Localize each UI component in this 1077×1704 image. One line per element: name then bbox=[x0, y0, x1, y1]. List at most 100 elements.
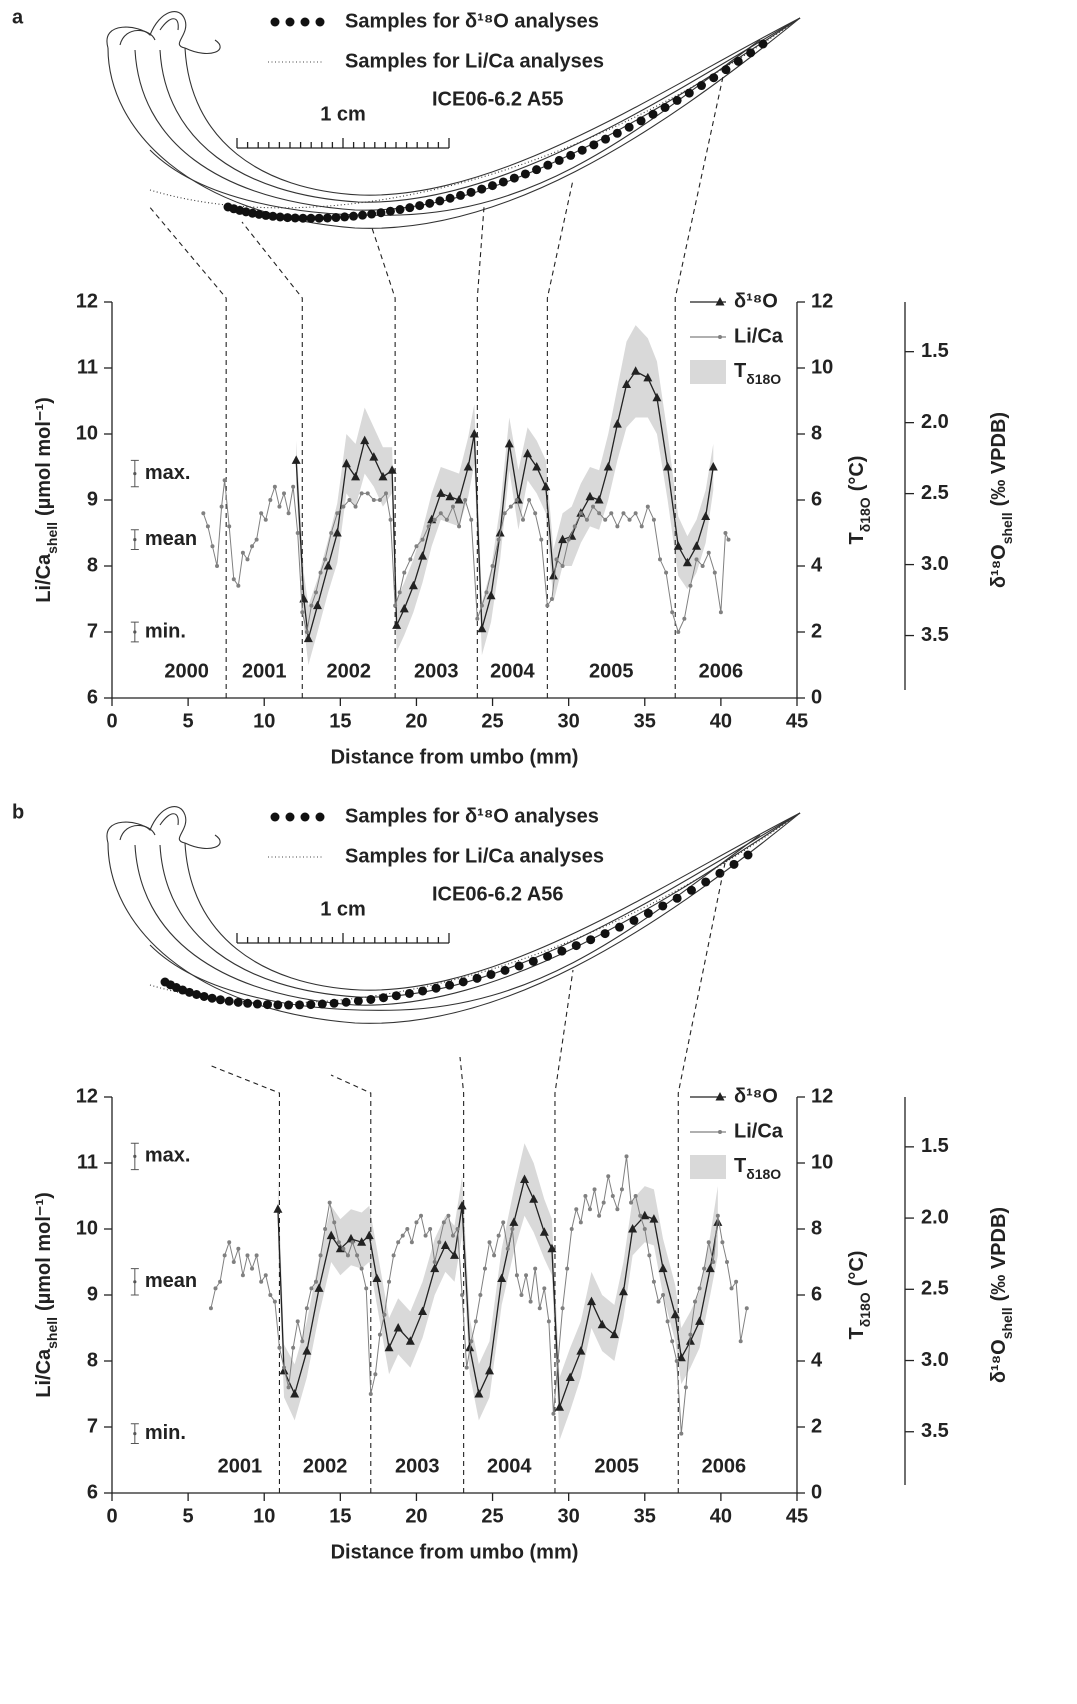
data-point bbox=[218, 1279, 223, 1284]
data-point bbox=[414, 1220, 419, 1225]
y3-axis-title: δ¹⁸Oshell (‰ VPDB) bbox=[988, 412, 1014, 588]
sample-dot bbox=[395, 205, 405, 215]
data-point bbox=[359, 491, 364, 496]
sample-dot bbox=[721, 65, 731, 75]
x-tick-label: 35 bbox=[634, 710, 656, 732]
sample-dot bbox=[215, 995, 225, 1005]
sample-dot bbox=[275, 212, 285, 222]
data-point bbox=[712, 570, 717, 575]
data-point bbox=[323, 557, 328, 562]
data-point bbox=[402, 570, 407, 575]
data-point bbox=[505, 1246, 510, 1251]
sample-dot bbox=[466, 187, 476, 197]
data-point bbox=[450, 1233, 455, 1238]
data-point bbox=[438, 511, 443, 516]
sample-dot bbox=[435, 196, 445, 206]
data-point bbox=[670, 1309, 680, 1319]
data-point bbox=[594, 495, 604, 504]
y2-tick-label: 2 bbox=[811, 1415, 822, 1437]
data-point bbox=[619, 1187, 624, 1192]
data-point bbox=[537, 1306, 542, 1311]
x-tick-label: 25 bbox=[481, 710, 503, 732]
sample-dot bbox=[571, 941, 581, 951]
data-point bbox=[396, 1240, 401, 1245]
sample-dot bbox=[520, 169, 530, 179]
data-point bbox=[601, 1200, 606, 1205]
sample-dot bbox=[252, 999, 262, 1009]
y2-tick-label: 8 bbox=[811, 422, 822, 444]
sample-dot bbox=[612, 128, 622, 138]
data-point bbox=[587, 1296, 596, 1306]
x-tick-label: 5 bbox=[183, 1505, 194, 1527]
y3-tick-label: 2.0 bbox=[921, 411, 949, 433]
y-tick-label: 6 bbox=[87, 686, 98, 708]
sample-dot bbox=[672, 95, 682, 105]
sample-legend: Samples for δ¹⁸O analyses bbox=[345, 805, 599, 827]
sample-dot bbox=[329, 998, 339, 1008]
data-point bbox=[259, 1279, 264, 1284]
data-point bbox=[464, 1365, 469, 1370]
x-tick-label: 40 bbox=[710, 1505, 732, 1527]
y-tick-label: 7 bbox=[87, 1415, 98, 1437]
data-point bbox=[592, 1187, 597, 1192]
data-point bbox=[597, 1319, 607, 1329]
data-point bbox=[661, 1293, 666, 1297]
data-point bbox=[597, 1213, 602, 1218]
data-point bbox=[541, 481, 551, 491]
data-point bbox=[245, 557, 250, 562]
data-point bbox=[420, 537, 425, 542]
data-point bbox=[405, 1336, 415, 1345]
data-point bbox=[685, 1336, 695, 1345]
sample-dot bbox=[331, 213, 341, 223]
sample-dot bbox=[247, 208, 257, 218]
sample-dot bbox=[353, 996, 363, 1006]
data-point bbox=[663, 462, 673, 471]
data-point bbox=[640, 1210, 650, 1220]
data-point bbox=[676, 630, 681, 634]
data-point bbox=[432, 1260, 437, 1264]
data-point bbox=[419, 1213, 424, 1218]
data-point bbox=[286, 511, 291, 516]
data-point bbox=[693, 1299, 698, 1304]
data-point bbox=[300, 1339, 305, 1344]
data-point bbox=[208, 1306, 213, 1311]
data-point bbox=[485, 1365, 495, 1375]
x-tick-label: 25 bbox=[481, 1505, 503, 1527]
data-point bbox=[688, 1332, 693, 1337]
sample-dot bbox=[261, 210, 271, 220]
legend-dot bbox=[315, 812, 325, 822]
y3-axis-title-symbol: δ¹⁸O bbox=[988, 544, 1010, 588]
y2-axis-title: Tδ18O (°C) bbox=[846, 1251, 872, 1340]
data-point bbox=[313, 590, 318, 595]
legend-label: Tδ18O bbox=[734, 1155, 781, 1181]
data-point bbox=[457, 1200, 467, 1210]
data-point bbox=[282, 491, 287, 496]
data-point bbox=[313, 600, 322, 610]
data-point bbox=[210, 544, 215, 549]
legend-label: Li/Ca bbox=[734, 325, 784, 347]
data-point bbox=[664, 570, 669, 575]
year-boundary bbox=[208, 1064, 280, 1493]
year-boundary bbox=[677, 862, 726, 1493]
data-point bbox=[665, 1319, 670, 1324]
year-boundary bbox=[459, 1056, 465, 1493]
data-point bbox=[371, 498, 376, 502]
year-label: 2004 bbox=[487, 1455, 532, 1477]
y3-tick-label: 1.5 bbox=[921, 1135, 949, 1157]
sample-dot bbox=[184, 987, 194, 997]
data-point bbox=[692, 541, 702, 550]
data-point bbox=[578, 1220, 583, 1225]
x-tick-label: 45 bbox=[786, 710, 808, 732]
data-point bbox=[697, 1286, 702, 1291]
data-point bbox=[656, 1299, 661, 1304]
y2-axis-title: Tδ18O (°C) bbox=[846, 456, 872, 545]
data-point bbox=[615, 524, 620, 529]
sample-dot bbox=[357, 210, 367, 220]
data-point bbox=[303, 633, 313, 643]
legend-label-subscript: δ18O bbox=[746, 1166, 781, 1182]
data-point bbox=[583, 1194, 588, 1198]
y3-axis-title: δ¹⁸Oshell (‰ VPDB) bbox=[988, 1207, 1014, 1383]
data-point bbox=[610, 1194, 615, 1198]
year-label: 2004 bbox=[490, 660, 535, 682]
